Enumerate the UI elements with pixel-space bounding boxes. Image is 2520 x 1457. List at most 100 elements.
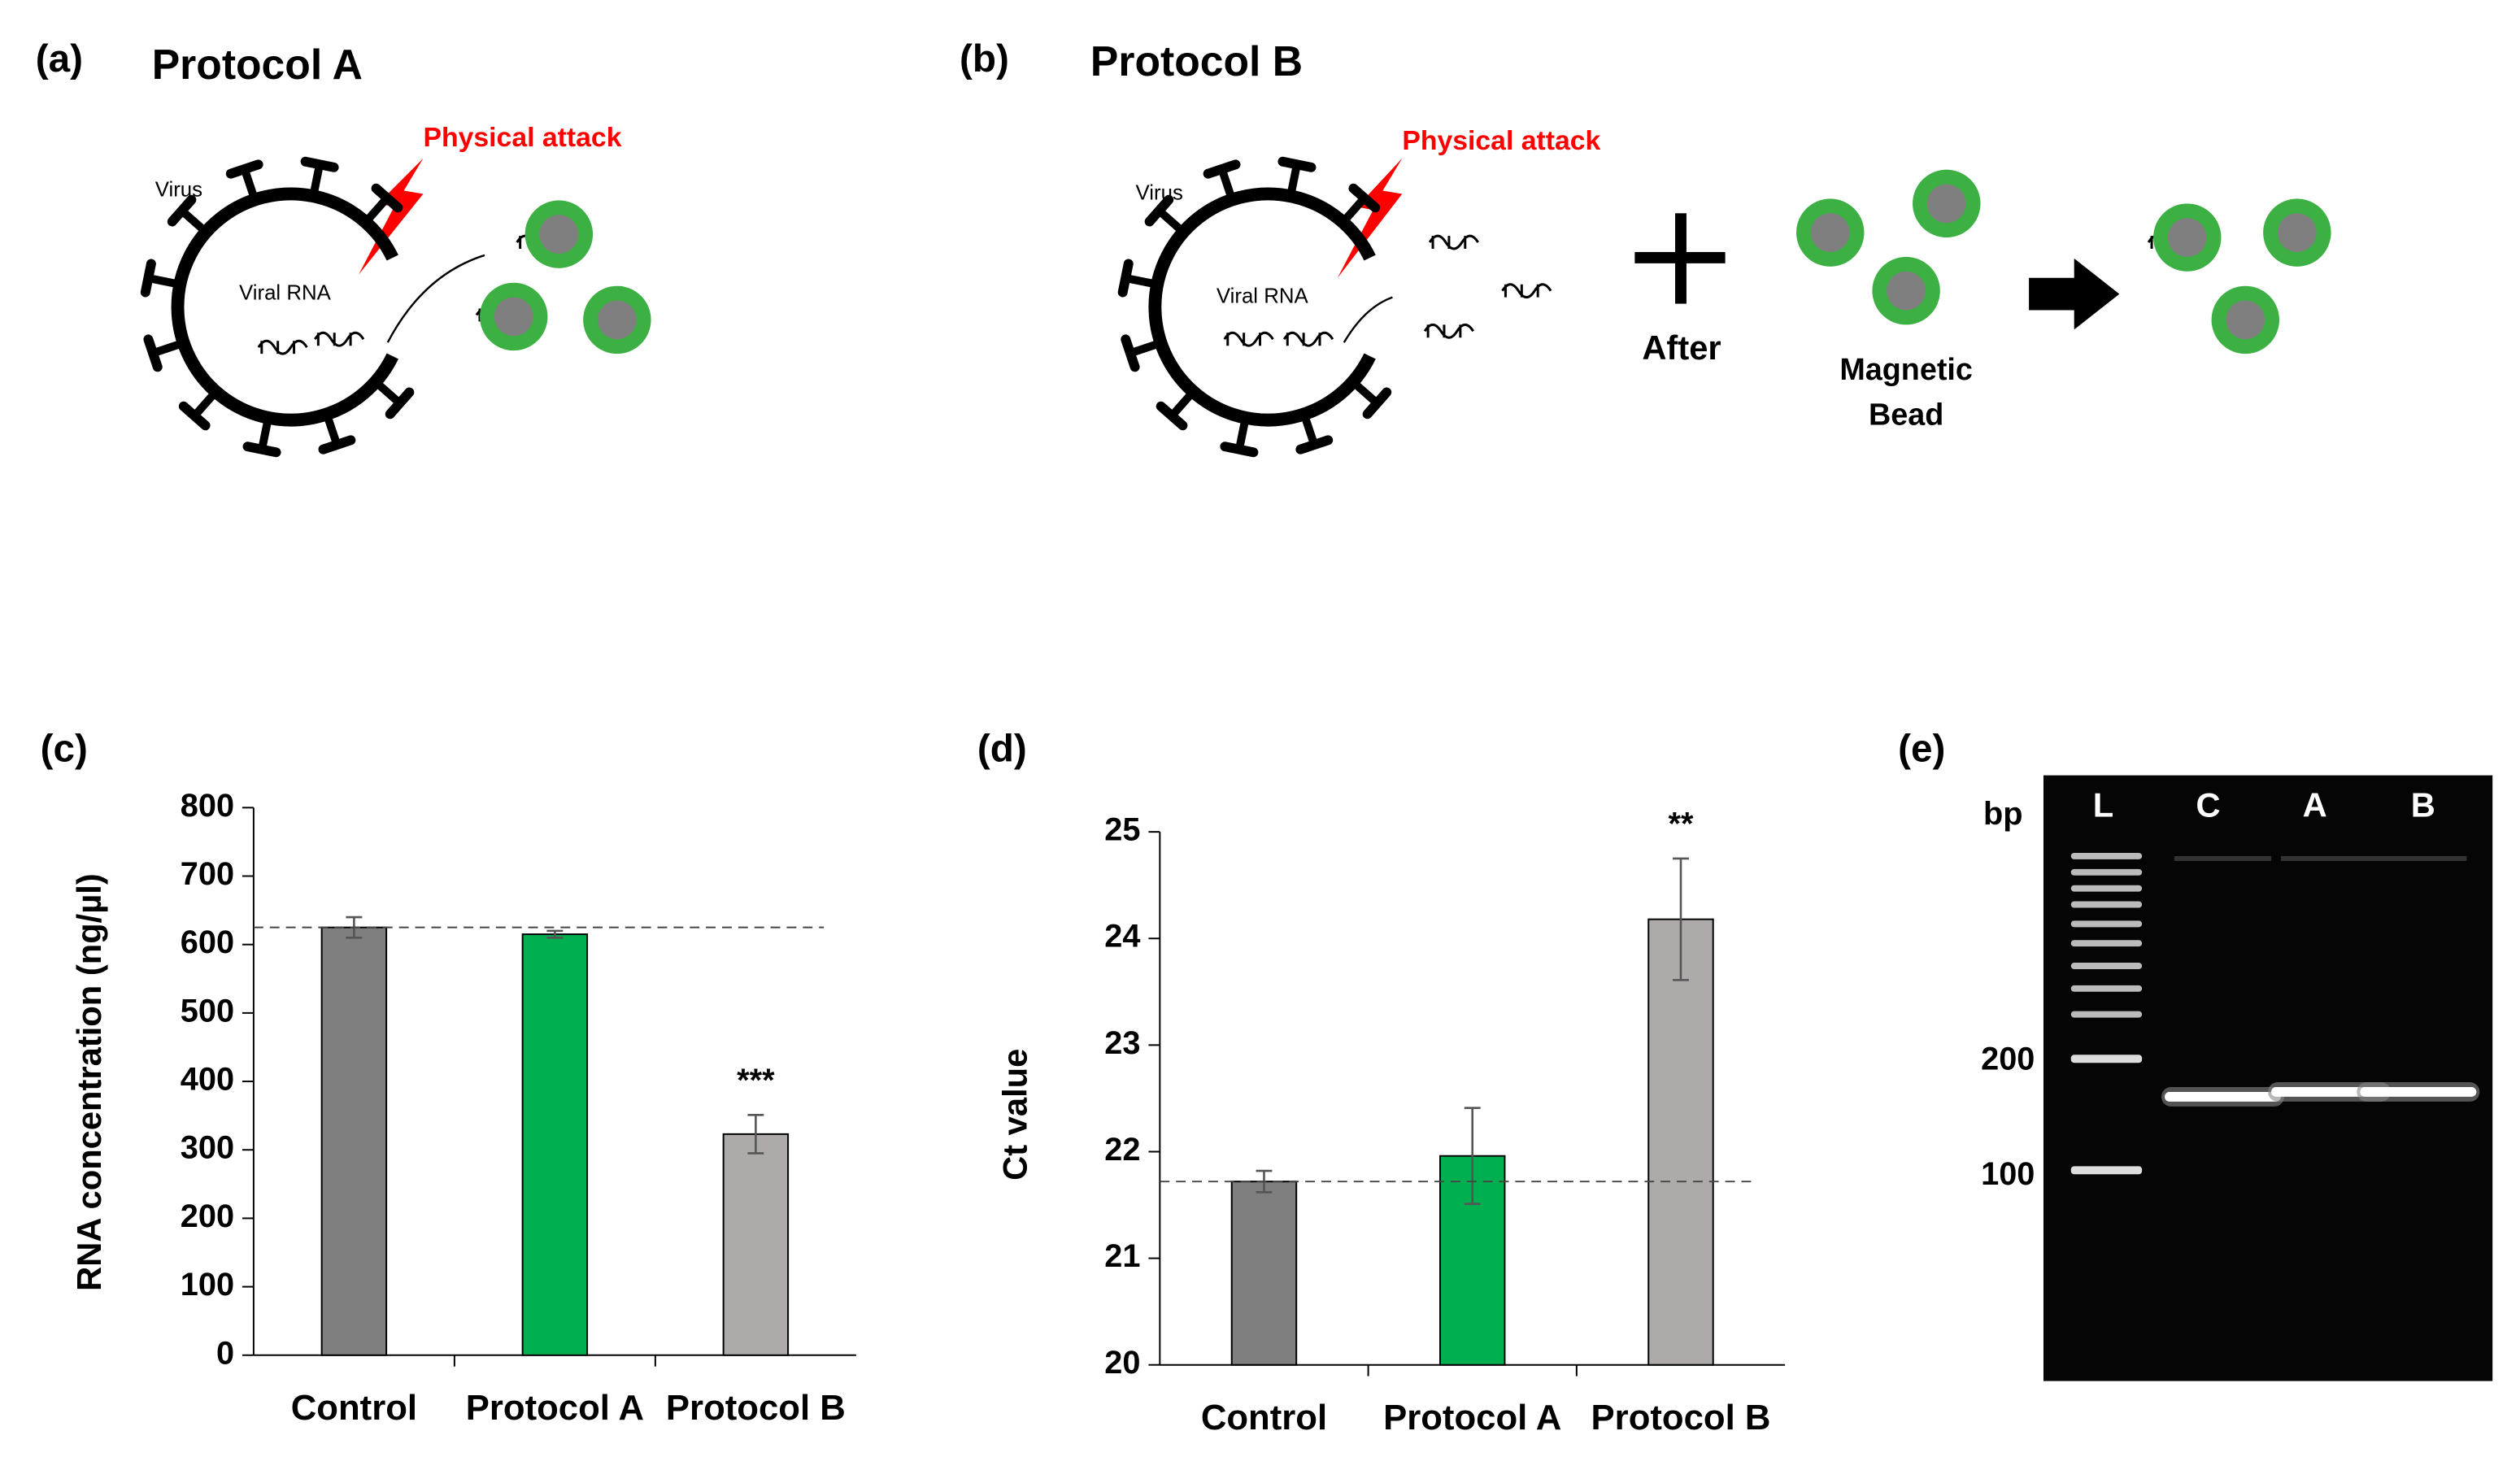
x-tick-label: Control bbox=[1201, 1398, 1327, 1437]
bead-core bbox=[2226, 300, 2265, 340]
panel-label: (b) bbox=[960, 37, 1009, 80]
spike bbox=[385, 387, 415, 420]
panel-title: Protocol A bbox=[152, 41, 363, 88]
rna bbox=[1283, 331, 1334, 347]
bead-core bbox=[539, 215, 579, 254]
lane-label: C bbox=[2196, 785, 2221, 824]
well bbox=[2280, 855, 2379, 861]
spike bbox=[1220, 441, 1259, 458]
attack-label: Physical attack bbox=[1402, 125, 1600, 156]
x-tick-label: Protocol A bbox=[466, 1388, 644, 1428]
y-tick-label: 300 bbox=[181, 1130, 234, 1166]
bar bbox=[320, 926, 388, 1356]
lightning bbox=[359, 158, 424, 275]
well bbox=[2370, 855, 2467, 861]
rna bbox=[1223, 331, 1274, 347]
spike bbox=[167, 194, 197, 227]
y-axis-label: Ct value bbox=[996, 1049, 1034, 1181]
spike bbox=[1144, 194, 1174, 227]
error-bar bbox=[1673, 857, 1689, 981]
lightning bbox=[1337, 158, 1403, 278]
spike bbox=[1117, 259, 1134, 298]
diagram bbox=[140, 156, 2331, 458]
gel bbox=[2043, 775, 2493, 1381]
ladder-band bbox=[2070, 868, 2143, 876]
ladder-band bbox=[2070, 920, 2143, 928]
y-tick-label: 0 bbox=[216, 1335, 234, 1371]
attack-label: Physical attack bbox=[423, 122, 621, 153]
rna bbox=[257, 339, 308, 355]
y-tick-label: 600 bbox=[181, 924, 234, 960]
lane-label: L bbox=[2093, 785, 2113, 824]
y-tick-label: 700 bbox=[181, 856, 234, 892]
spike bbox=[300, 156, 339, 172]
bead-label: Bead bbox=[1869, 398, 1943, 432]
y-tick-label: 20 bbox=[1104, 1345, 1140, 1381]
ladder-band bbox=[2070, 901, 2143, 908]
y-tick-label: 24 bbox=[1104, 919, 1140, 955]
bar bbox=[722, 1133, 790, 1356]
bar bbox=[521, 933, 589, 1356]
x-tick-label: Protocol A bbox=[1383, 1398, 1561, 1437]
error-bar bbox=[1464, 1107, 1481, 1206]
rna bbox=[1501, 283, 1552, 299]
bar bbox=[1647, 918, 1714, 1366]
arrow bbox=[386, 254, 485, 343]
plus bbox=[1675, 213, 1687, 304]
ladder-band bbox=[2070, 1011, 2143, 1018]
spike bbox=[242, 441, 281, 458]
significance: ** bbox=[1669, 807, 1694, 842]
bead-core bbox=[2278, 213, 2317, 252]
band bbox=[2164, 1091, 2281, 1102]
x-tick-label: Protocol B bbox=[1591, 1398, 1771, 1437]
bead-label: Magnetic bbox=[1839, 352, 1973, 386]
spike bbox=[178, 401, 211, 431]
bead-core bbox=[1887, 271, 1926, 311]
rna-label: Viral RNA bbox=[1216, 285, 1309, 307]
bar bbox=[1230, 1181, 1298, 1366]
panel-label: (c) bbox=[41, 727, 88, 770]
gel-marker: 200 bbox=[1981, 1042, 2035, 1077]
spike bbox=[1156, 401, 1188, 431]
ladder-band bbox=[2070, 940, 2143, 947]
y-tick-label: 100 bbox=[181, 1267, 234, 1303]
y-tick-label: 500 bbox=[181, 993, 234, 1029]
x-tick-label: Control bbox=[291, 1388, 417, 1428]
bead-core bbox=[494, 297, 533, 337]
significance: *** bbox=[737, 1063, 775, 1098]
capsid bbox=[1148, 187, 1376, 427]
ladder-band bbox=[2070, 1166, 2143, 1175]
spike bbox=[1203, 159, 1241, 179]
panel-title: Protocol B bbox=[1090, 37, 1303, 85]
y-tick-label: 400 bbox=[181, 1062, 234, 1098]
error-bar bbox=[747, 1114, 764, 1155]
ladder-band bbox=[2070, 1055, 2143, 1063]
gel-marker: 100 bbox=[1981, 1156, 2035, 1192]
rna bbox=[1428, 234, 1479, 250]
arrow bbox=[2029, 258, 2120, 330]
ladder-band bbox=[2070, 963, 2143, 969]
ladder-band bbox=[2070, 985, 2143, 992]
spike bbox=[1277, 156, 1317, 172]
error-bar bbox=[546, 929, 564, 939]
arrow bbox=[1343, 296, 1393, 343]
gel-unit: bp bbox=[1983, 796, 2023, 832]
lane-label: A bbox=[2303, 785, 2327, 824]
after-label: After bbox=[1642, 328, 1721, 367]
rna bbox=[1423, 323, 1474, 339]
panel-label: (a) bbox=[36, 37, 83, 80]
ladder-band bbox=[2070, 852, 2143, 859]
spike bbox=[1121, 334, 1140, 372]
spike bbox=[371, 183, 403, 213]
y-tick-label: 800 bbox=[181, 788, 234, 824]
bead-core bbox=[1926, 184, 1966, 224]
y-axis-label: RNA concentration (ng/µl) bbox=[70, 873, 108, 1291]
bead-core bbox=[2167, 218, 2207, 257]
virus-label: Virus bbox=[1136, 181, 1183, 204]
ladder-band bbox=[2070, 885, 2143, 892]
spike bbox=[225, 159, 263, 179]
lane-label: B bbox=[2411, 785, 2435, 824]
spike bbox=[1362, 387, 1392, 420]
y-tick-label: 25 bbox=[1104, 812, 1140, 848]
